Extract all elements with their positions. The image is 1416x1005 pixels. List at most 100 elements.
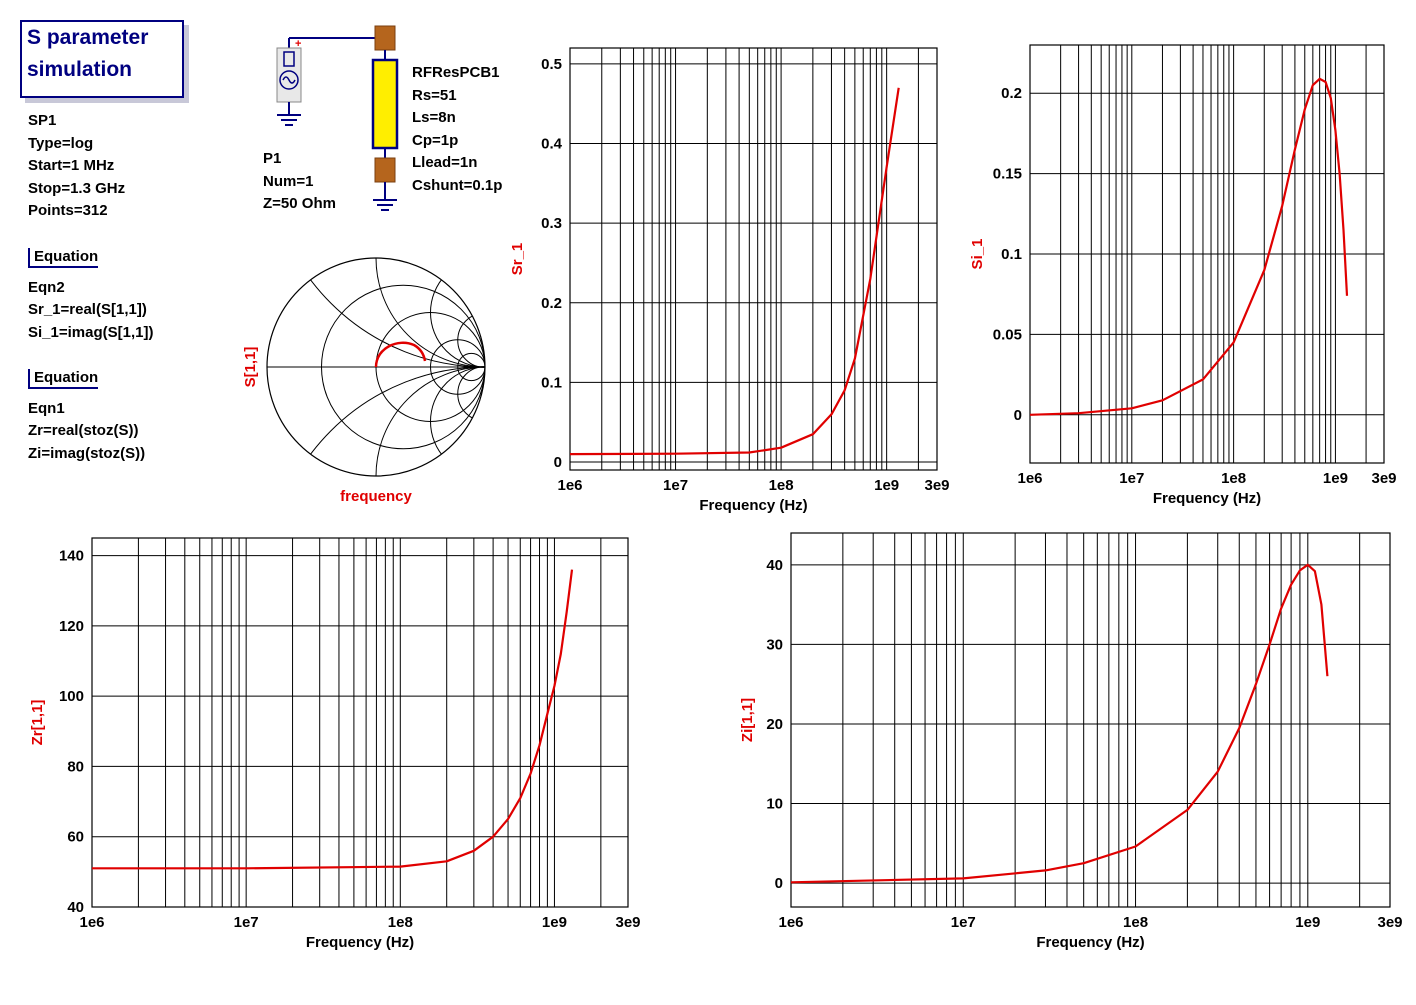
component-rs: Rs=51 (412, 86, 457, 104)
y-tick-label: 0.05 (993, 326, 1022, 343)
plot-frame (1029, 44, 1385, 464)
component-cp: Cp=1p (412, 131, 459, 149)
series-line (1029, 77, 1349, 416)
x-tick-label: 1e8 (769, 477, 794, 494)
plot-zi[interactable]: 0 10 20 30 40 1e6 1e7 1e8 1e9 3e9 Frequency (Hz) Zi… (730, 525, 1410, 975)
x-tick-label: 3e9 (924, 477, 949, 494)
x-tick-label: 1e9 (542, 914, 567, 931)
port-impedance: Z=50 Ohm (263, 195, 336, 212)
y-axis-label: Zi[1,1] (739, 698, 756, 742)
ground-icon (373, 199, 397, 211)
x-tick-label: 3e9 (1377, 914, 1402, 931)
y-tick-label: 0 (775, 875, 783, 892)
smith-xlabel: frequency (340, 488, 412, 505)
x-tick-label: 1e9 (1323, 470, 1348, 487)
y-tick-label: 0.4 (541, 136, 563, 153)
x-tick-label: 1e9 (1295, 914, 1320, 931)
y-tick-label: 0.2 (1001, 85, 1022, 102)
y-tick-label: 0.5 (541, 56, 562, 73)
y-tick-label: 30 (766, 636, 783, 653)
x-tick-label: 1e7 (663, 477, 688, 494)
y-tick-label: 0.15 (993, 166, 1022, 183)
y-tick-label: 10 (766, 796, 783, 813)
rfres-pcb-component[interactable] (371, 58, 399, 150)
y-tick-label: 0 (1014, 407, 1022, 424)
x-tick-label: 1e8 (388, 914, 413, 931)
x-tick-label: 1e8 (1221, 470, 1246, 487)
schematic-circuit[interactable]: + (260, 20, 540, 220)
x-tick-label: 3e9 (1371, 470, 1396, 487)
series-line (92, 569, 574, 870)
smith-chart[interactable]: S[1,1] frequency (240, 250, 500, 510)
x-tick-label: 1e6 (778, 914, 803, 931)
y-tick-label: 0.3 (541, 215, 562, 232)
x-axis-label: Frequency (Hz) (699, 497, 807, 514)
x-tick-label: 1e8 (1123, 914, 1148, 931)
y-axis-label: Si_1 (969, 239, 986, 270)
y-tick-label: 60 (67, 829, 84, 846)
y-tick-label: 80 (67, 758, 84, 775)
eqn2-sr: Sr_1=real(S[1,1]) (28, 301, 147, 318)
y-tick-label: 0 (554, 454, 562, 471)
plot-zr[interactable]: 40 60 80 100 120 140 1e6 1e7 1e8 1e9 3e9 Frequency … (20, 530, 660, 970)
port-num: Num=1 (263, 172, 314, 190)
y-tick-label: 0.1 (1001, 246, 1022, 263)
equation-header: Equation (28, 248, 99, 268)
plot-frame (569, 47, 938, 471)
x-tick-label: 1e6 (79, 914, 104, 931)
y-tick-label: 120 (59, 618, 84, 635)
x-axis-label: Frequency (Hz) (1036, 934, 1144, 951)
x-tick-label: 1e7 (951, 914, 976, 931)
sim-stop: Stop=1.3 GHz (28, 179, 126, 197)
component-llead: Llead=1n (412, 154, 478, 171)
x-tick-label: 1e6 (1017, 470, 1042, 487)
eqn2-name: Eqn2 (28, 278, 65, 296)
smith-ylabel: S[1,1] (242, 347, 259, 388)
sp-simulation-block[interactable]: SP1 Type=log Start=1 MHz Stop=1.3 GHz Po… (28, 110, 125, 223)
svg-text:+: + (295, 38, 301, 50)
eqn2-si: Si_1=imag(S[1,1]) (28, 323, 154, 341)
port-name: P1 (263, 150, 282, 167)
y-tick-label: 40 (766, 557, 783, 574)
x-tick-label: 1e6 (557, 477, 582, 494)
component-ls: Ls=8n (412, 109, 456, 126)
ground-icon (277, 114, 301, 126)
port-source-icon[interactable] (276, 47, 302, 103)
y-axis-label: Sr_1 (509, 243, 526, 276)
pad-top (374, 25, 396, 51)
y-tick-label: 20 (766, 716, 783, 733)
x-tick-label: 1e7 (1119, 470, 1144, 487)
plot-frame (790, 532, 1391, 908)
y-tick-label: 0.1 (541, 374, 562, 391)
sim-points: Points=312 (28, 202, 108, 219)
component-cshunt: Cshunt=0.1p (412, 176, 503, 194)
eqn1-zi: Zi=imag(stoz(S)) (28, 444, 146, 462)
port-label-block: P1 Num=1 Z=50 Ohm (263, 148, 336, 216)
plot-si[interactable]: 0 0.05 0.1 0.15 0.2 1e6 1e7 1e8 1e9 3e9 Frequency … (960, 40, 1400, 515)
eqn1-name: Eqn1 (28, 399, 65, 417)
x-tick-label: 1e7 (234, 914, 259, 931)
component-name: RFResPCB1 (412, 64, 500, 81)
y-axis-label: Zr[1,1] (29, 700, 46, 746)
pad-bottom (374, 157, 396, 183)
x-axis-label: Frequency (Hz) (306, 934, 414, 951)
equation-block-eqn1[interactable]: Equation Eqn1 Zr=real(stoz(S)) Zi=imag(s… (28, 367, 145, 465)
sim-start: Start=1 MHz (28, 157, 115, 174)
x-tick-label: 3e9 (615, 914, 640, 931)
y-tick-label: 100 (59, 688, 84, 705)
x-tick-label: 1e9 (874, 477, 899, 494)
plot-frame (91, 537, 629, 908)
eqn1-zr: Zr=real(stoz(S)) (28, 422, 139, 439)
equation-header: Equation (28, 369, 99, 389)
equation-block-eqn2[interactable]: Equation Eqn2 Sr_1=real(S[1,1]) Si_1=ima… (28, 246, 153, 344)
title-line-1: S parameter (27, 26, 149, 49)
plot-sr[interactable]: 0 0.1 0.2 0.3 0.4 0.5 1e6 1e7 1e8 1e9 3e9 Frequency… (500, 40, 960, 520)
series-line (569, 87, 900, 456)
simulation-title-box[interactable]: S parameter simulation (20, 20, 184, 98)
title-line-2: simulation (27, 58, 133, 81)
x-axis-label: Frequency (Hz) (1153, 490, 1261, 507)
y-tick-label: 0.2 (541, 295, 562, 312)
s11-trace (374, 341, 427, 368)
series-line (790, 563, 1329, 884)
sim-name: SP1 (28, 112, 57, 129)
